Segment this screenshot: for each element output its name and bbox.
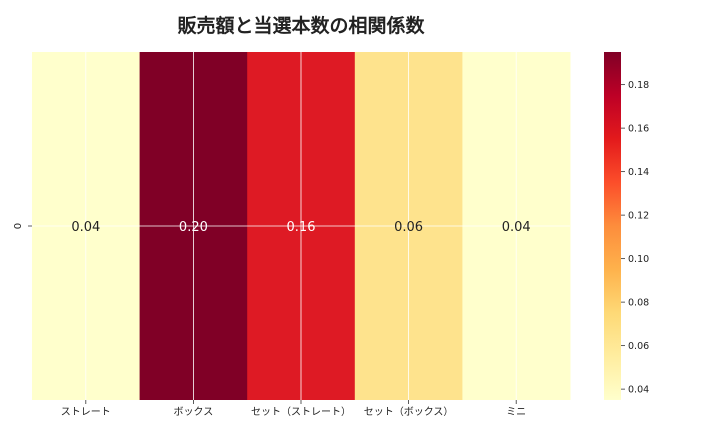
cell-value-label: 0.20 <box>179 220 208 235</box>
x-tick-label: セット（ボックス） <box>364 406 454 418</box>
cell-value-label: 0.16 <box>287 220 316 235</box>
x-axis-ticks: ストレート ボックス セット（ストレート） セット（ボックス） ミニ <box>61 400 526 418</box>
colorbar-tick-label: 0.14 <box>628 167 649 178</box>
cell-value-label: 0.04 <box>71 220 100 235</box>
x-tick-label: セット（ストレート） <box>251 406 351 418</box>
x-tick-label: ストレート <box>61 407 111 418</box>
colorbar <box>604 52 621 400</box>
chart-title: 販売額と当選本数の相関係数 <box>177 14 425 37</box>
colorbar-tick-label: 0.18 <box>628 80 649 91</box>
colorbar-tick-label: 0.12 <box>628 211 649 222</box>
cell-value-label: 0.04 <box>502 220 531 235</box>
colorbar-tick-label: 0.08 <box>628 298 649 309</box>
cell-value-labels: 0.04 0.20 0.16 0.06 0.04 <box>71 220 530 235</box>
colorbar-tick-label: 0.16 <box>628 124 649 135</box>
y-axis-ticks: 0 <box>13 223 32 229</box>
colorbar-tick-label: 0.06 <box>628 341 649 352</box>
colorbar-tick-label: 0.10 <box>628 254 649 265</box>
colorbar-ticks: 0.04 0.06 0.08 0.10 0.12 0.14 0.16 0.18 <box>621 80 649 396</box>
cell-value-label: 0.06 <box>394 220 423 235</box>
x-tick-label: ミニ <box>506 407 526 418</box>
colorbar-tick-label: 0.04 <box>628 385 649 396</box>
y-tick-label: 0 <box>13 223 24 229</box>
gridlines <box>32 52 570 400</box>
x-tick-label: ボックス <box>174 406 214 418</box>
